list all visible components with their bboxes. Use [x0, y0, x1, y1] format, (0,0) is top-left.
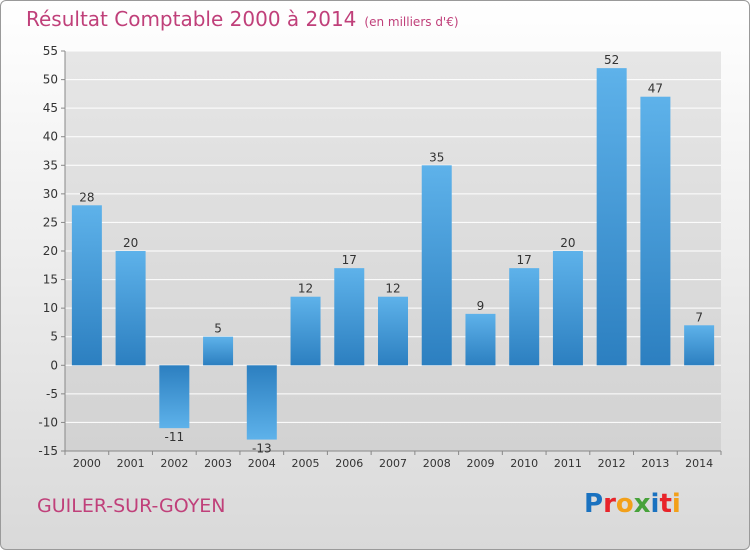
logo-letter: P	[584, 489, 604, 519]
y-tick-label: -15	[38, 444, 58, 458]
bar-2007	[378, 296, 408, 366]
proxiti-logo: Proxiti	[584, 489, 681, 519]
bar-value-label: 17	[342, 253, 357, 267]
x-tick-label: 2005	[292, 457, 320, 470]
x-tick-label: 2008	[423, 457, 451, 470]
y-tick-label: 5	[50, 330, 58, 344]
bar-2010	[509, 268, 540, 366]
bar-2012	[596, 68, 627, 366]
bar-2003	[203, 336, 234, 366]
bar-value-label: 7	[695, 310, 703, 324]
x-tick-label: 2001	[117, 457, 145, 470]
x-tick-label: 2006	[335, 457, 363, 470]
bar-value-label: 52	[604, 53, 619, 67]
y-tick-label: -5	[46, 387, 58, 401]
x-tick-label: 2012	[598, 457, 626, 470]
bar-value-label: 9	[477, 299, 485, 313]
bar-value-label: 20	[123, 236, 138, 250]
bar-2006	[334, 268, 365, 366]
y-tick-label: 30	[43, 187, 58, 201]
bar-2000	[71, 205, 102, 366]
bar-value-label: 47	[648, 82, 663, 96]
bar-2009	[465, 313, 496, 366]
bar-value-label: 20	[560, 236, 575, 250]
x-tick-label: 2007	[379, 457, 407, 470]
y-tick-label: 40	[43, 130, 58, 144]
bar-2013	[640, 96, 671, 366]
x-tick-label: 2011	[554, 457, 582, 470]
logo-letter: o	[615, 489, 634, 519]
bar-2002	[159, 365, 190, 429]
chart-title-block: Résultat Comptable 2000 à 2014 (en millie…	[26, 7, 459, 31]
y-tick-label: 35	[43, 158, 58, 172]
x-tick-label: 2002	[160, 457, 188, 470]
y-tick-label: 0	[50, 358, 58, 372]
logo-letter: r	[603, 489, 616, 519]
y-tick-label: 10	[43, 301, 58, 315]
bar-value-label: 12	[385, 282, 400, 296]
y-tick-label: 55	[43, 44, 58, 58]
x-tick-label: 2009	[466, 457, 494, 470]
bar-2008	[421, 165, 452, 366]
logo-letter: t	[659, 489, 672, 519]
bar-2011	[552, 251, 583, 366]
x-tick-label: 2000	[73, 457, 101, 470]
y-tick-label: 15	[43, 273, 58, 287]
bar-value-label: 28	[79, 190, 94, 204]
bar-value-label: 35	[429, 150, 444, 164]
x-tick-label: 2004	[248, 457, 276, 470]
y-tick-label: 50	[43, 73, 58, 87]
bar-2001	[115, 251, 146, 366]
bar-value-label: -11	[165, 430, 185, 444]
bar-2004	[246, 365, 277, 440]
logo-letter: i	[671, 489, 681, 519]
y-tick-label: -10	[38, 415, 58, 429]
bar-value-label: -13	[252, 442, 272, 456]
y-tick-label: 20	[43, 244, 58, 258]
bar-value-label: 5	[214, 322, 222, 336]
y-tick-label: 45	[43, 101, 58, 115]
x-tick-label: 2003	[204, 457, 232, 470]
bar-value-label: 17	[517, 253, 532, 267]
x-tick-label: 2014	[685, 457, 713, 470]
x-tick-label: 2010	[510, 457, 538, 470]
place-name: GUILER-SUR-GOYEN	[37, 495, 226, 517]
logo-letter: i	[650, 489, 660, 519]
bar-2014	[684, 325, 715, 366]
chart-subtitle: (en milliers d'€)	[364, 15, 459, 29]
bar-value-label: 12	[298, 282, 313, 296]
logo-letter: x	[633, 489, 651, 519]
bar-2005	[290, 296, 321, 366]
chart-title: Résultat Comptable 2000 à 2014	[26, 7, 357, 31]
x-tick-label: 2013	[641, 457, 669, 470]
y-tick-label: 25	[43, 215, 58, 229]
